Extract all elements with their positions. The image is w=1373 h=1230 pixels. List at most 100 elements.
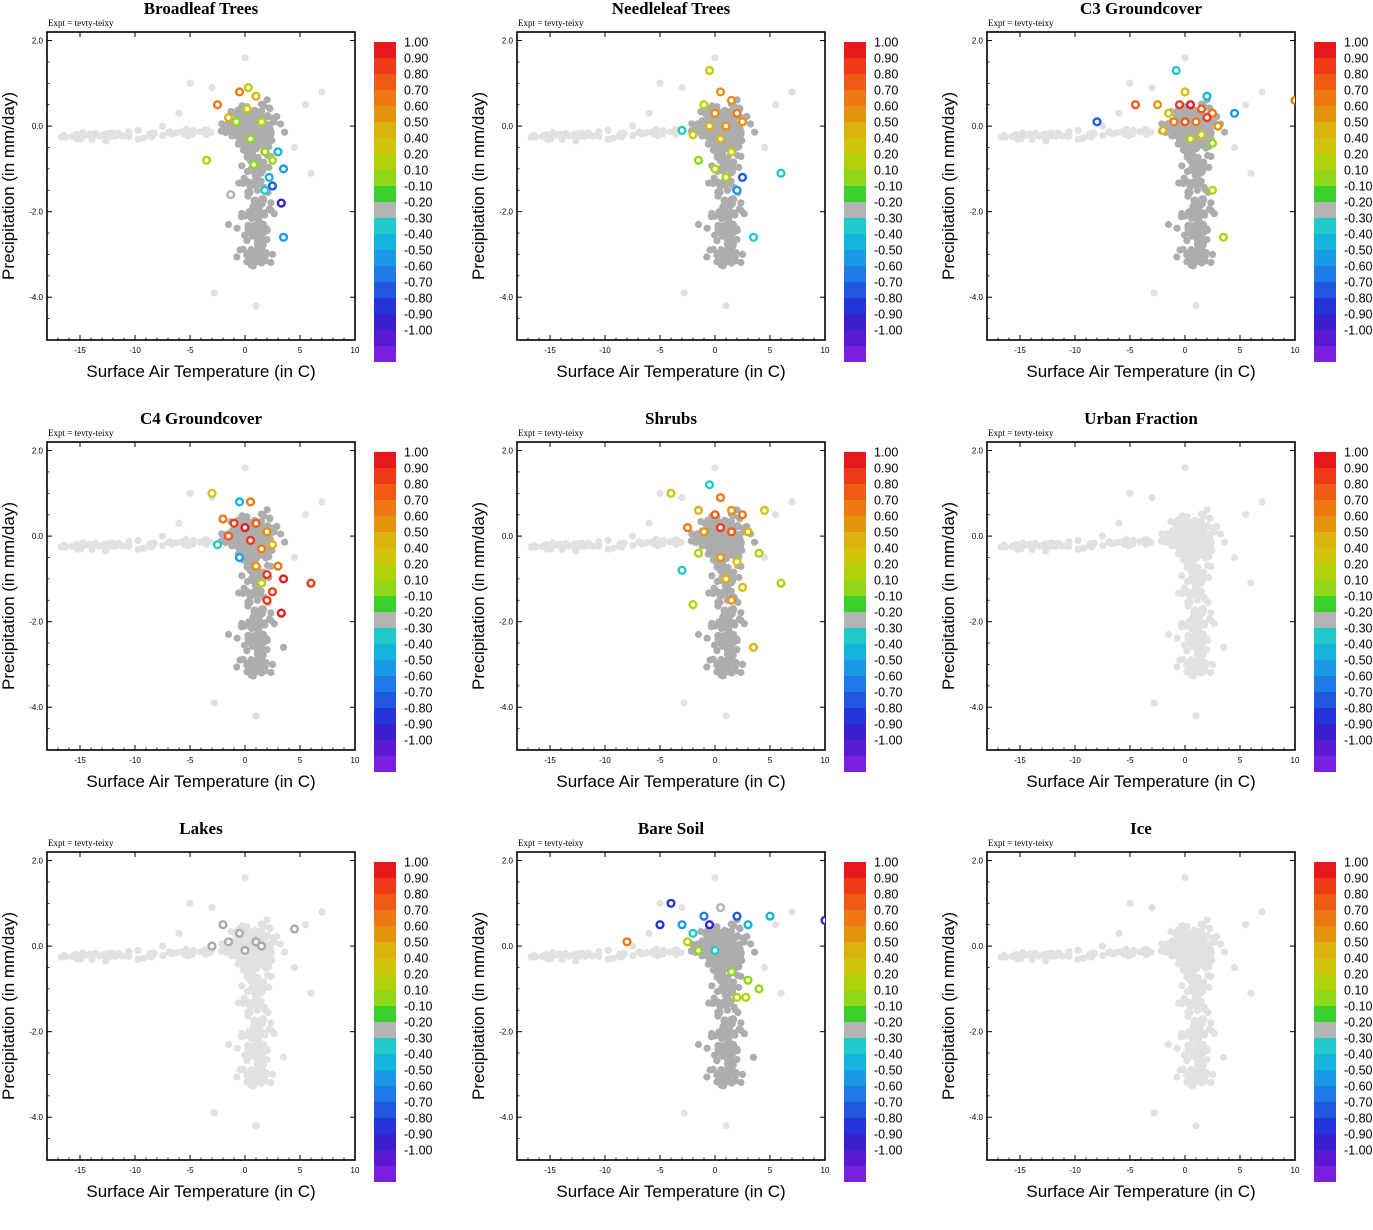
background-point bbox=[605, 127, 612, 134]
plot-frame bbox=[517, 32, 825, 340]
background-point bbox=[747, 940, 754, 947]
colorbar-band bbox=[844, 740, 866, 756]
colorbar-band bbox=[374, 894, 396, 910]
background-point bbox=[716, 632, 723, 639]
y-tick-label: -2.0 bbox=[29, 1028, 43, 1037]
background-point bbox=[719, 214, 726, 221]
background-point bbox=[1126, 80, 1133, 87]
background-point bbox=[1204, 152, 1211, 159]
x-tick-label: -5 bbox=[186, 1166, 194, 1175]
background-point bbox=[260, 606, 267, 613]
colorbar-label: 0.20 bbox=[404, 968, 428, 982]
colorbar-label: -0.10 bbox=[874, 180, 903, 194]
colorbar-label: -0.40 bbox=[404, 1048, 433, 1062]
colorbar-label: -0.30 bbox=[404, 622, 433, 636]
background-point bbox=[240, 1066, 247, 1073]
background-point bbox=[732, 123, 739, 130]
background-point bbox=[92, 130, 99, 137]
colorbar-band bbox=[374, 1118, 396, 1134]
expt-label: Expt = tevty-teixy bbox=[988, 18, 1054, 28]
data-point bbox=[739, 584, 746, 591]
background-point bbox=[281, 129, 288, 136]
background-point bbox=[1151, 699, 1158, 706]
colorbar-band bbox=[374, 564, 396, 580]
background-point bbox=[168, 540, 175, 547]
data-point bbox=[247, 499, 254, 506]
background-point bbox=[728, 921, 735, 928]
colorbar-label: -0.30 bbox=[1344, 622, 1373, 636]
background-point bbox=[721, 197, 728, 204]
colorbar-band bbox=[374, 1006, 396, 1022]
background-point bbox=[739, 251, 746, 258]
background-point bbox=[86, 131, 93, 138]
chart-title: C4 Groundcover bbox=[140, 410, 262, 428]
background-point bbox=[178, 538, 185, 545]
background-point bbox=[263, 225, 270, 232]
colorbar-label: 0.10 bbox=[404, 984, 428, 998]
background-point bbox=[264, 1009, 271, 1016]
background-point bbox=[1032, 540, 1039, 547]
data-point bbox=[1292, 97, 1299, 104]
background-point bbox=[135, 136, 142, 143]
background-point bbox=[1196, 590, 1203, 597]
background-point bbox=[269, 1071, 276, 1078]
background-point bbox=[1174, 225, 1181, 232]
background-point bbox=[249, 214, 256, 221]
colorbar-label: 0.80 bbox=[874, 478, 898, 492]
background-point bbox=[708, 620, 715, 627]
x-tick-label: 0 bbox=[243, 346, 248, 355]
chart-title: Needleleaf Trees bbox=[612, 0, 731, 18]
background-point bbox=[645, 110, 652, 117]
y-tick-label: -4.0 bbox=[499, 293, 513, 302]
data-point bbox=[734, 110, 741, 117]
background-point bbox=[238, 982, 245, 989]
colorbar-label: 0.80 bbox=[874, 68, 898, 82]
colorbar-label: -0.90 bbox=[1344, 718, 1373, 732]
background-point bbox=[148, 543, 155, 550]
colorbar-band bbox=[374, 122, 396, 138]
background-point bbox=[736, 1025, 743, 1032]
data-point bbox=[253, 520, 260, 527]
data-point bbox=[1209, 140, 1216, 147]
background-point bbox=[263, 1056, 270, 1063]
colorbar-label: 0.70 bbox=[1344, 84, 1368, 98]
background-point bbox=[208, 84, 215, 91]
colorbar-band bbox=[844, 106, 866, 122]
background-point bbox=[1075, 546, 1082, 553]
colorbar-label: -1.00 bbox=[874, 734, 903, 748]
background-point bbox=[254, 597, 261, 604]
background-point bbox=[1258, 88, 1265, 95]
y-tick-label: 2.0 bbox=[32, 447, 44, 456]
background-point bbox=[1017, 135, 1024, 142]
colorbar-band bbox=[844, 58, 866, 74]
colorbar-band bbox=[374, 250, 396, 266]
colorbar-band bbox=[844, 314, 866, 330]
colorbar-band bbox=[844, 452, 866, 468]
background-point bbox=[1204, 547, 1211, 554]
colorbar-label: 0.90 bbox=[874, 462, 898, 476]
colorbar-label: -0.20 bbox=[874, 606, 903, 620]
data-point bbox=[701, 528, 708, 535]
background-point bbox=[1058, 132, 1065, 139]
colorbar-band bbox=[374, 910, 396, 926]
background-point bbox=[159, 132, 166, 139]
colorbar-label: 0.10 bbox=[1344, 164, 1368, 178]
background-point bbox=[695, 221, 702, 228]
background-point bbox=[1075, 127, 1082, 134]
x-tick-label: 5 bbox=[768, 346, 773, 355]
background-point bbox=[547, 545, 554, 552]
data-point bbox=[278, 200, 285, 207]
background-point bbox=[726, 1000, 733, 1007]
colorbar-label: 1.00 bbox=[404, 36, 428, 50]
x-axis-label: Surface Air Temperature (in C) bbox=[1026, 362, 1255, 381]
data-point bbox=[231, 520, 238, 527]
colorbar-band bbox=[1314, 138, 1336, 154]
background-point bbox=[730, 606, 737, 613]
background-point bbox=[135, 537, 142, 544]
background-point bbox=[248, 987, 255, 994]
background-point bbox=[159, 943, 166, 950]
background-point bbox=[100, 541, 107, 548]
background-point bbox=[100, 131, 107, 138]
colorbar-band bbox=[1314, 202, 1336, 218]
